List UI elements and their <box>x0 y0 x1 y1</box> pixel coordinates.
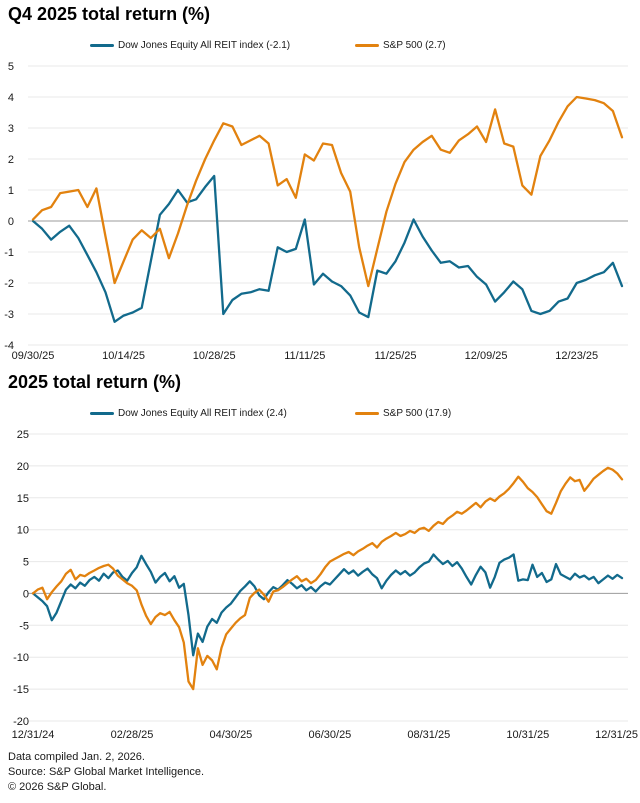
y-tick-label: 1 <box>8 185 14 197</box>
sp500-legend-label: S&P 500 (2.7) <box>383 39 446 51</box>
fullyear-chart-legend: Dow Jones Equity All REIT index (2.4) S&… <box>0 406 640 420</box>
reit-legend-label: Dow Jones Equity All REIT index (2.4) <box>118 407 287 419</box>
fullyear-chart-title: 2025 total return (%) <box>8 372 182 392</box>
sp500-line-swatch <box>355 43 379 47</box>
y-tick-label: -1 <box>4 247 14 259</box>
q4-chart-canvas: 5 4 3 2 1 0 -1 -2 -3 -409/30/25 10/14/25 10/28/25 11… <box>4 61 628 362</box>
y-tick-label: 0 <box>23 588 29 600</box>
y-tick-label: 25 <box>17 429 29 441</box>
legend-item-reit-q4: Dow Jones Equity All REIT index (-2.1) <box>90 38 290 52</box>
x-tick-label: 12/31/25 <box>595 729 638 741</box>
y-tick-label: -15 <box>13 684 29 696</box>
legend-item-sp500-fullyear: S&P 500 (17.9) <box>355 406 451 420</box>
q4-chart-section: Q4 2025 total return (%) Dow Jones Equit… <box>0 0 640 363</box>
y-tick-label: -2 <box>4 278 14 290</box>
x-tick-label: 02/28/25 <box>111 729 154 741</box>
sp500-line-swatch <box>355 411 379 415</box>
q4-chart-title: Q4 2025 total return (%) <box>8 4 211 24</box>
legend-item-reit-fullyear: Dow Jones Equity All REIT index (2.4) <box>90 406 287 420</box>
y-tick-label: -5 <box>19 620 29 632</box>
footer: Data compiled Jan. 2, 2026. Source: S&P … <box>0 750 640 795</box>
x-tick-label: 10/28/25 <box>193 350 236 362</box>
y-tick-label: 5 <box>8 61 14 73</box>
y-tick-label: 10 <box>17 525 29 537</box>
reit-line-swatch <box>90 43 114 47</box>
sp500-line <box>31 466 624 691</box>
x-tick-label: 04/30/25 <box>209 729 252 741</box>
x-tick-label: 08/31/25 <box>407 729 450 741</box>
y-tick-label: 4 <box>8 92 14 104</box>
y-tick-label: -10 <box>13 652 29 664</box>
x-tick-label: 12/31/24 <box>12 729 55 741</box>
reit-line <box>31 553 624 657</box>
y-tick-label: -20 <box>13 716 29 728</box>
y-tick-label: 5 <box>23 557 29 569</box>
y-tick-label: 2 <box>8 154 14 166</box>
reit-line <box>31 174 624 323</box>
reit-legend-label: Dow Jones Equity All REIT index (-2.1) <box>118 39 291 51</box>
footer-compiled-date: Data compiled Jan. 2, 2026. <box>8 751 145 763</box>
x-tick-label: 10/31/25 <box>506 729 549 741</box>
x-tick-label: 09/30/25 <box>12 350 55 362</box>
y-tick-label: -3 <box>4 309 14 321</box>
sp500-line <box>31 95 624 288</box>
sp500-legend-label: S&P 500 (17.9) <box>383 407 452 419</box>
footer-source: Source: S&P Global Market Intelligence. <box>8 766 205 778</box>
x-tick-label: 11/11/25 <box>284 350 325 362</box>
legend-item-sp500-q4: S&P 500 (2.7) <box>355 38 446 52</box>
y-tick-label: -4 <box>4 340 14 352</box>
x-tick-label: 12/09/25 <box>465 350 508 362</box>
x-tick-label: 06/30/25 <box>308 729 351 741</box>
x-tick-label: 10/14/25 <box>102 350 145 362</box>
x-tick-label: 12/23/25 <box>555 350 598 362</box>
fullyear-chart-section: 2025 total return (%) Dow Jones Equity A… <box>0 363 640 746</box>
q4-chart-legend: Dow Jones Equity All REIT index (-2.1) S… <box>0 38 640 52</box>
footer-copyright: © 2026 S&P Global. <box>8 781 107 793</box>
y-tick-label: 20 <box>17 461 29 473</box>
y-tick-label: 15 <box>17 493 29 505</box>
reit-line-swatch <box>90 411 114 415</box>
y-tick-label: 3 <box>8 123 14 135</box>
y-tick-label: 0 <box>8 216 14 228</box>
x-tick-label: 11/25/25 <box>374 350 416 362</box>
